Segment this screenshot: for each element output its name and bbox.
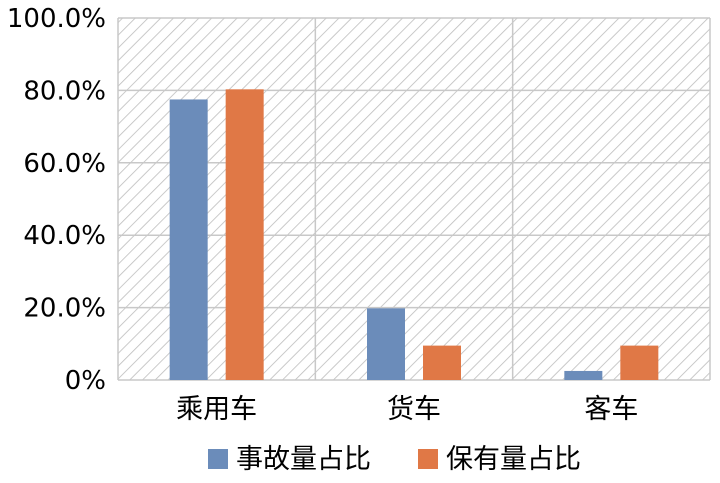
- x-axis-category-labels: 乘用车 货车 客车: [176, 394, 638, 425]
- bar-series2-0: [225, 89, 264, 381]
- bar-series2-1: [423, 345, 461, 380]
- x-category-label: 客车: [584, 394, 638, 425]
- legend-swatch: [418, 449, 438, 469]
- plot-area-background: [118, 18, 710, 380]
- legend-swatch: [208, 449, 228, 469]
- bar-series1-0: [169, 99, 208, 380]
- y-tick-label: 0%: [65, 366, 106, 396]
- bar-series2-2: [620, 345, 659, 380]
- legend-label: 保有量占比: [446, 444, 581, 475]
- x-category-label: 乘用车: [176, 394, 257, 425]
- gridlines: [117, 17, 711, 381]
- y-axis-tick-labels: 0% 20.0% 40.0% 60.0% 80.0% 100.0%: [7, 4, 106, 396]
- y-tick-label: 40.0%: [23, 221, 106, 251]
- y-tick-label: 100.0%: [7, 4, 106, 34]
- bar-series1-1: [367, 308, 405, 380]
- bar-series1-2: [564, 370, 603, 380]
- legend: 事故量占比 保有量占比: [208, 444, 581, 475]
- y-tick-label: 80.0%: [23, 76, 106, 106]
- bars: [169, 89, 659, 381]
- y-tick-label: 60.0%: [23, 149, 106, 179]
- x-category-label: 货车: [387, 394, 441, 425]
- legend-label: 事故量占比: [236, 444, 371, 475]
- y-tick-label: 20.0%: [23, 294, 106, 324]
